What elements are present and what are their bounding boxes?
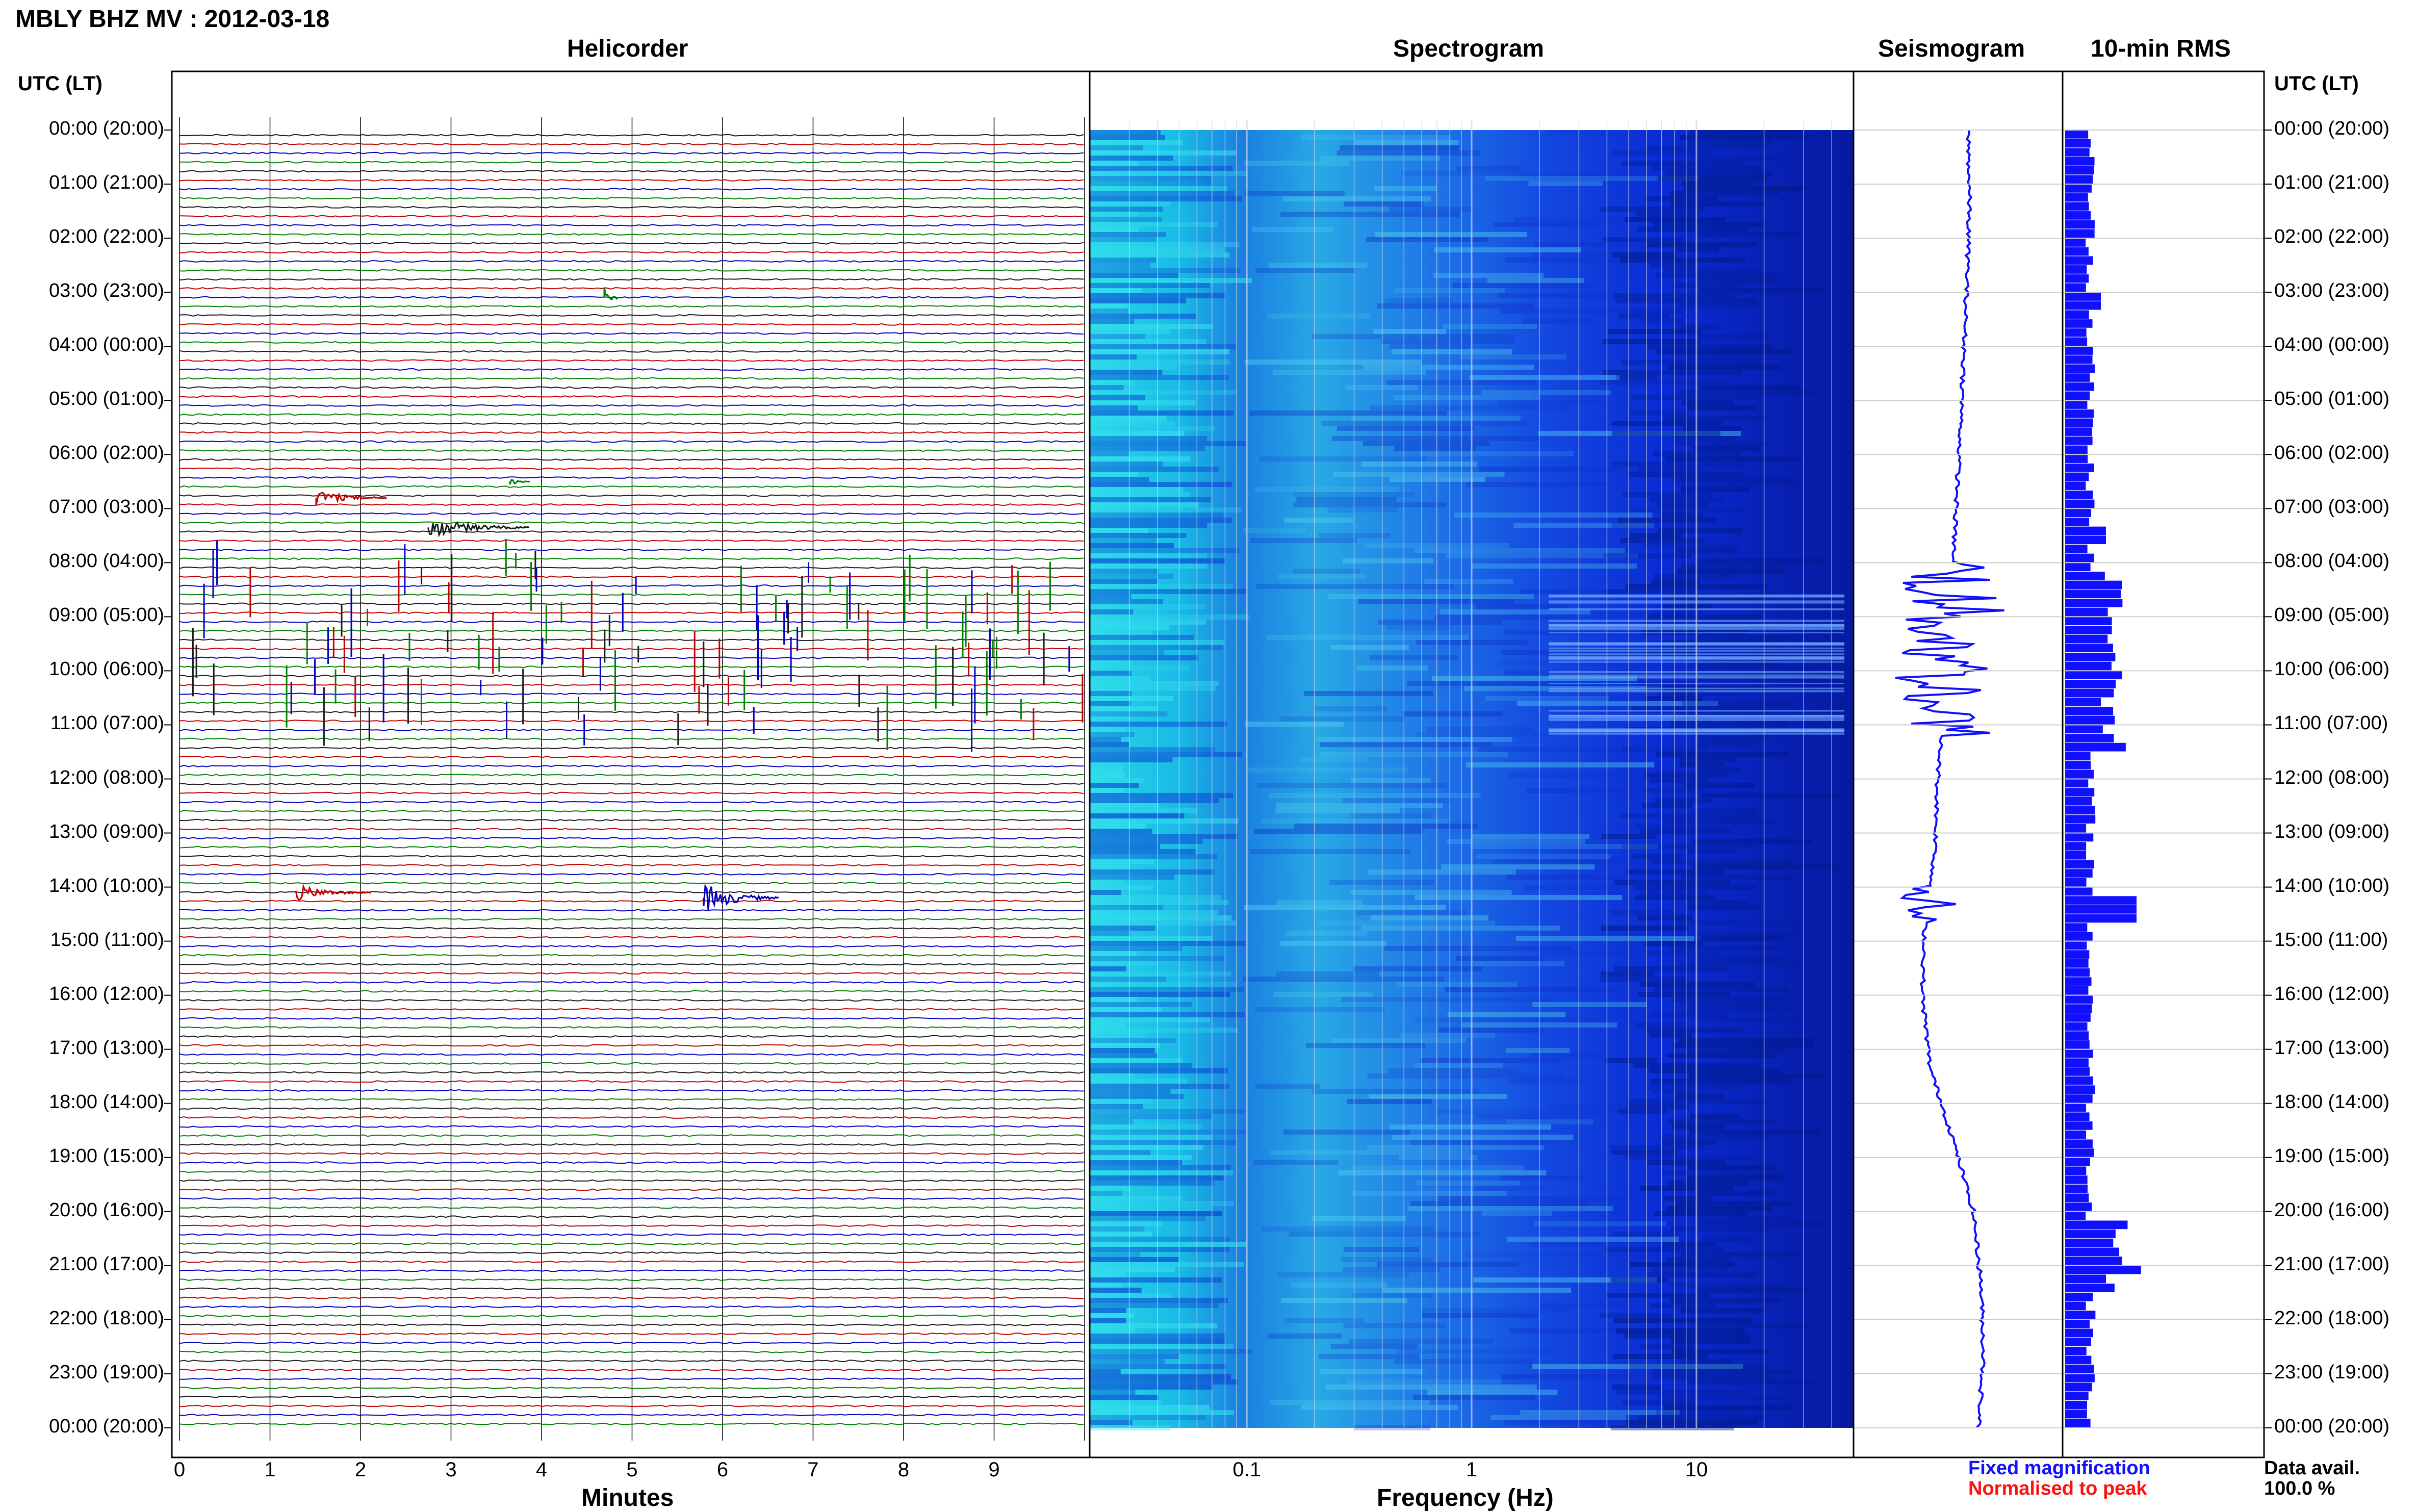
hour-label-right: 14:00 (10:00) xyxy=(2274,875,2390,896)
hour-label-left: 09:00 (05:00) xyxy=(48,604,164,626)
hour-label-left: 13:00 (09:00) xyxy=(48,821,164,842)
hour-label-left: 04:00 (00:00) xyxy=(48,334,164,356)
data-availability-value: 100.0 % xyxy=(2264,1478,2335,1499)
hour-label-left: 10:00 (06:00) xyxy=(48,658,164,680)
helicorder-title: Helicorder xyxy=(567,35,688,62)
hour-label-right: 06:00 (02:00) xyxy=(2274,442,2390,464)
panel-frames xyxy=(164,70,2272,1458)
helicorder-traces xyxy=(179,117,1085,1441)
hour-label-right: 05:00 (01:00) xyxy=(2274,388,2390,410)
seismogram-title: Seismogram xyxy=(1878,35,2025,62)
spectrogram-title: Spectrogram xyxy=(1393,35,1545,62)
utc-header-left: UTC (LT) xyxy=(18,72,102,95)
utc-header-right: UTC (LT) xyxy=(2274,72,2359,95)
hour-label-right: 00:00 (20:00) xyxy=(2274,118,2390,139)
hour-label-left: 02:00 (22:00) xyxy=(48,226,164,248)
helicorder-tick: 3 xyxy=(445,1458,457,1481)
hour-label-left: 20:00 (16:00) xyxy=(48,1199,164,1221)
hour-label-right: 15:00 (11:00) xyxy=(2274,929,2388,951)
hour-label-left: 07:00 (03:00) xyxy=(48,496,164,518)
legend-fixed-magnification: Fixed magnification xyxy=(1968,1457,2150,1479)
hour-label-left: 01:00 (21:00) xyxy=(48,172,164,194)
hour-label-right: 10:00 (06:00) xyxy=(2274,658,2390,680)
hour-label-left: 15:00 (11:00) xyxy=(50,929,164,951)
hour-label-left: 21:00 (17:00) xyxy=(48,1253,164,1275)
hour-label-left: 14:00 (10:00) xyxy=(48,875,164,896)
hour-label-left: 00:00 (20:00) xyxy=(48,118,164,139)
hour-label-right: 17:00 (13:00) xyxy=(2274,1037,2390,1059)
hour-label-right: 00:00 (20:00) xyxy=(2274,1416,2390,1437)
hour-label-right: 21:00 (17:00) xyxy=(2274,1253,2390,1275)
hour-label-left: 06:00 (02:00) xyxy=(48,442,164,464)
spectrogram-image xyxy=(1090,120,1854,1430)
hour-label-right: 02:00 (22:00) xyxy=(2274,226,2390,248)
hour-label-right: 16:00 (12:00) xyxy=(2274,983,2390,1005)
legend-normalised: Normalised to peak xyxy=(1968,1478,2147,1499)
helicorder-tick: 9 xyxy=(988,1458,1000,1481)
spectrogram-xlabel: Frequency (Hz) xyxy=(1377,1484,1554,1511)
hour-label-left: 18:00 (14:00) xyxy=(48,1091,164,1113)
hour-label-left: 23:00 (19:00) xyxy=(48,1361,164,1383)
hour-label-left: 08:00 (04:00) xyxy=(48,550,164,572)
page-title: MBLY BHZ MV : 2012-03-18 xyxy=(15,6,330,33)
hour-label-right: 20:00 (16:00) xyxy=(2274,1199,2390,1221)
hour-label-left: 03:00 (23:00) xyxy=(48,280,164,302)
hour-label-left: 17:00 (13:00) xyxy=(48,1037,164,1059)
spectrogram-tick: 1 xyxy=(1465,1458,1478,1481)
hour-label-right: 09:00 (05:00) xyxy=(2274,604,2390,626)
hour-label-right: 03:00 (23:00) xyxy=(2274,280,2390,302)
hour-label-left: 16:00 (12:00) xyxy=(48,983,164,1005)
hour-label-left: 22:00 (18:00) xyxy=(48,1307,164,1329)
hour-label-left: 05:00 (01:00) xyxy=(48,388,164,410)
helicorder-tick: 1 xyxy=(264,1458,276,1481)
helicorder-tick: 8 xyxy=(897,1458,910,1481)
hour-label-right: 04:00 (00:00) xyxy=(2274,334,2390,356)
data-availability-label: Data avail. xyxy=(2264,1457,2360,1479)
helicorder-tick: 0 xyxy=(173,1458,186,1481)
helicorder-tick: 4 xyxy=(535,1458,548,1481)
hour-label-left: 11:00 (07:00) xyxy=(50,712,164,734)
hour-label-right: 18:00 (14:00) xyxy=(2274,1091,2390,1113)
helicorder-tick: 7 xyxy=(807,1458,819,1481)
hour-label-right: 19:00 (15:00) xyxy=(2274,1145,2390,1167)
spectrogram-tick: 10 xyxy=(1685,1458,1708,1481)
hour-label-right: 23:00 (19:00) xyxy=(2274,1361,2390,1383)
rms-title: 10-min RMS xyxy=(2091,35,2231,62)
helicorder-xlabel: Minutes xyxy=(581,1484,674,1511)
hour-label-right: 01:00 (21:00) xyxy=(2274,172,2390,194)
hour-label-right: 22:00 (18:00) xyxy=(2274,1307,2390,1329)
rms-bars xyxy=(2065,130,2141,1427)
hour-label-left: 19:00 (15:00) xyxy=(48,1145,164,1167)
helicorder-tick: 6 xyxy=(716,1458,729,1481)
hour-label-right: 11:00 (07:00) xyxy=(2274,712,2388,734)
spectrogram-tick: 0.1 xyxy=(1232,1458,1261,1481)
helicorder-tick: 5 xyxy=(626,1458,638,1481)
hour-label-right: 08:00 (04:00) xyxy=(2274,550,2390,572)
helicorder-tick: 2 xyxy=(354,1458,367,1481)
hour-label-left: 12:00 (08:00) xyxy=(48,766,164,788)
hour-label-right: 13:00 (09:00) xyxy=(2274,821,2390,842)
hour-label-right: 12:00 (08:00) xyxy=(2274,766,2390,788)
hour-label-left: 00:00 (20:00) xyxy=(48,1416,164,1437)
hour-label-right: 07:00 (03:00) xyxy=(2274,496,2390,518)
